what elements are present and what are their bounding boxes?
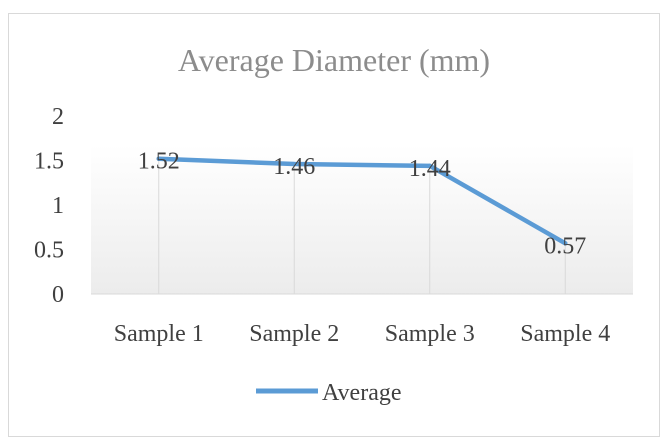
data-label: 1.44 [409,156,451,182]
data-point [563,241,568,246]
y-tick-label: 1.5 [34,149,64,175]
series-line [156,156,568,246]
plot-background [91,144,633,294]
data-labels: 1.52 1.46 1.44 0.57 [138,149,587,260]
chart-title: Average Diameter (mm) [178,42,490,78]
data-point [292,161,297,167]
x-axis: Sample 1 Sample 2 Sample 3 Sample 4 [114,321,611,347]
data-label: 0.57 [544,233,586,259]
x-tick-label: Sample 2 [249,321,339,347]
y-tick-label: 2 [52,104,64,130]
legend: Average [256,380,402,406]
data-point [427,163,432,169]
legend-label-average: Average [322,380,402,406]
plot-area [91,144,633,295]
x-tick-label: Sample 4 [520,321,610,347]
y-axis: 0 0.5 1 1.5 2 [34,104,64,308]
y-tick-label: 1 [52,193,64,219]
y-tick-label: 0.5 [34,238,64,264]
data-label: 1.46 [273,154,315,180]
series-average [156,156,568,246]
data-point [156,156,161,161]
y-tick-label: 0 [52,282,64,308]
x-tick-label: Sample 3 [385,321,475,347]
x-tick-label: Sample 1 [114,321,204,347]
data-label: 1.52 [138,149,180,175]
